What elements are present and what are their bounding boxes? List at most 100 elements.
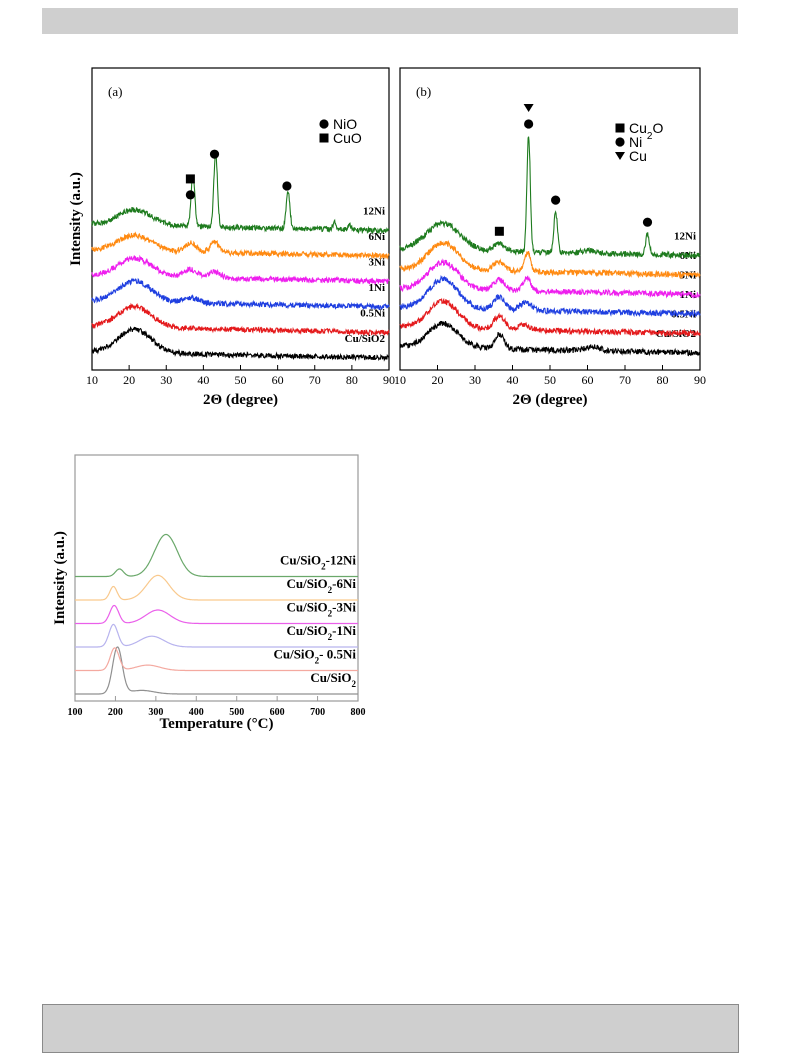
series-label-part: -12Ni — [326, 553, 357, 568]
x-tick-label: 30 — [160, 373, 172, 387]
x-axis-unit: (°C) — [243, 716, 274, 732]
plot-frame — [91, 67, 390, 371]
x-tick-label: 60 — [582, 373, 594, 387]
legend-label-part: Cu — [629, 148, 647, 164]
legend-label-subscript: 2 — [647, 131, 653, 142]
x-tick-label: 100 — [68, 707, 83, 718]
x-tick-label: 700 — [310, 707, 325, 718]
series-label: 3Ni — [369, 257, 386, 269]
legend-symbol-square — [615, 123, 625, 133]
series-label: 6Ni — [369, 231, 386, 243]
series-label: 1Ni — [369, 282, 386, 294]
x-tick-label: 90 — [694, 373, 706, 387]
series-line-4 — [75, 604, 358, 625]
series-label-subscript: 2 — [321, 562, 326, 572]
series-label-part: 12Ni — [363, 206, 385, 218]
series-label-part: Cu/SiO2 — [345, 333, 386, 345]
legend-symbol-circle — [319, 119, 329, 129]
series-line-2 — [399, 297, 701, 338]
chart-panel-1: 10 20 30 40 50 60 70 80 90 2Θ (degree) Intensity (… — [68, 67, 395, 408]
x-tick-label: 50 — [235, 373, 247, 387]
series-label-subscript: 2 — [328, 585, 333, 595]
panel-label: (a) — [108, 84, 122, 99]
series-label: 0.5Ni — [360, 308, 385, 320]
series-label: Cu/SiO2-12Ni — [280, 553, 356, 572]
legend-label-part: NiO — [333, 116, 357, 132]
y-axis-label: Intensity (a.u.) — [68, 172, 84, 266]
legend-label-part: O — [652, 120, 663, 136]
series-label-subscript: 2 — [352, 679, 357, 689]
series-label-part: 3Ni — [680, 270, 697, 282]
series-line-5 — [75, 574, 358, 601]
peak-marker-square — [494, 226, 504, 236]
series-label-part: Cu/SiO — [273, 647, 314, 662]
series-line-6 — [91, 152, 390, 235]
series-line-4 — [399, 258, 701, 300]
legend-label: NiO — [333, 116, 357, 132]
x-tick-label: 70 — [309, 373, 321, 387]
series-label: Cu/SiO2-3Ni — [286, 600, 356, 619]
x-tick-label: 300 — [148, 707, 163, 718]
series-label-part: Cu/SiO — [286, 600, 327, 615]
chart-panel-3: 100 200 300 400 500 600 700 800 Temperature (°C)… — [52, 454, 366, 732]
legend-label: Ni — [629, 134, 642, 150]
series-label-subscript: 2 — [328, 609, 333, 619]
series-label-part: -1Ni — [332, 623, 356, 638]
x-axis-label: 2Θ (degree) — [512, 392, 587, 408]
x-tick-label: 40 — [507, 373, 519, 387]
legend-symbol-triangle — [615, 152, 625, 160]
x-tick-label: 800 — [351, 707, 366, 718]
peak-marker-square — [185, 174, 195, 184]
legend-label-part: CuO — [333, 130, 362, 146]
series-label: Cu/SiO2- 0.5Ni — [273, 647, 356, 666]
legend-label: Cu2O — [629, 120, 663, 142]
series-label: 12Ni — [674, 231, 696, 243]
x-tick-label: 400 — [189, 707, 204, 718]
series-line-2 — [75, 647, 358, 672]
x-tick-label: 90 — [383, 373, 395, 387]
series-line-2 — [91, 302, 390, 337]
peak-marker-circle — [551, 195, 561, 205]
series-line-5 — [91, 231, 390, 260]
series-label: Cu/SiO2-6Ni — [286, 576, 356, 595]
series-label: Cu/SiO2 — [345, 333, 386, 345]
legend-label: Cu — [629, 148, 647, 164]
series-label-part: 3Ni — [369, 257, 386, 269]
series-line-6 — [75, 533, 358, 578]
peak-marker-circle — [642, 217, 653, 227]
series-line-5 — [399, 239, 701, 280]
peak-marker-circle — [209, 149, 220, 159]
series-label-part: Cu/SiO — [280, 553, 321, 568]
series-label-part: Cu/SiO — [286, 576, 327, 591]
panel-label: (b) — [416, 84, 431, 99]
series-line-1 — [91, 325, 390, 362]
series-line-1 — [399, 320, 701, 357]
x-tick-label: 50 — [544, 373, 556, 387]
x-tick-label: 600 — [270, 707, 285, 718]
series-label: 3Ni — [680, 270, 697, 282]
peak-marker-circle — [282, 181, 292, 191]
header-bar — [42, 8, 738, 34]
x-tick-label: 60 — [272, 373, 284, 387]
x-tick-label: 20 — [432, 373, 444, 387]
series-line-6 — [399, 136, 701, 260]
series-label-part: 12Ni — [674, 231, 696, 243]
series-label-part: 1Ni — [369, 282, 386, 294]
series-label: Cu/SiO2 — [310, 670, 356, 689]
legend-label-part: Ni — [629, 134, 642, 150]
legend-label-part: Cu — [629, 120, 647, 136]
series-line-3 — [399, 274, 701, 318]
x-tick-label: 10 — [86, 373, 98, 387]
x-tick-label: 500 — [229, 707, 244, 718]
x-axis-label: Temperature (°C) — [160, 716, 274, 732]
x-tick-label: 70 — [619, 373, 631, 387]
series-line-3 — [75, 623, 358, 648]
y-axis-label: Intensity (a.u.) — [52, 531, 68, 625]
series-label-part: 0.5Ni — [360, 308, 385, 320]
legend-label: CuO — [333, 130, 362, 146]
series-label: Cu/SiO2-1Ni — [286, 623, 356, 642]
x-tick-label: 10 — [394, 373, 406, 387]
series-label-part: 6Ni — [369, 231, 386, 243]
series-label-subscript: 2 — [328, 632, 333, 642]
x-tick-label: 200 — [108, 707, 123, 718]
